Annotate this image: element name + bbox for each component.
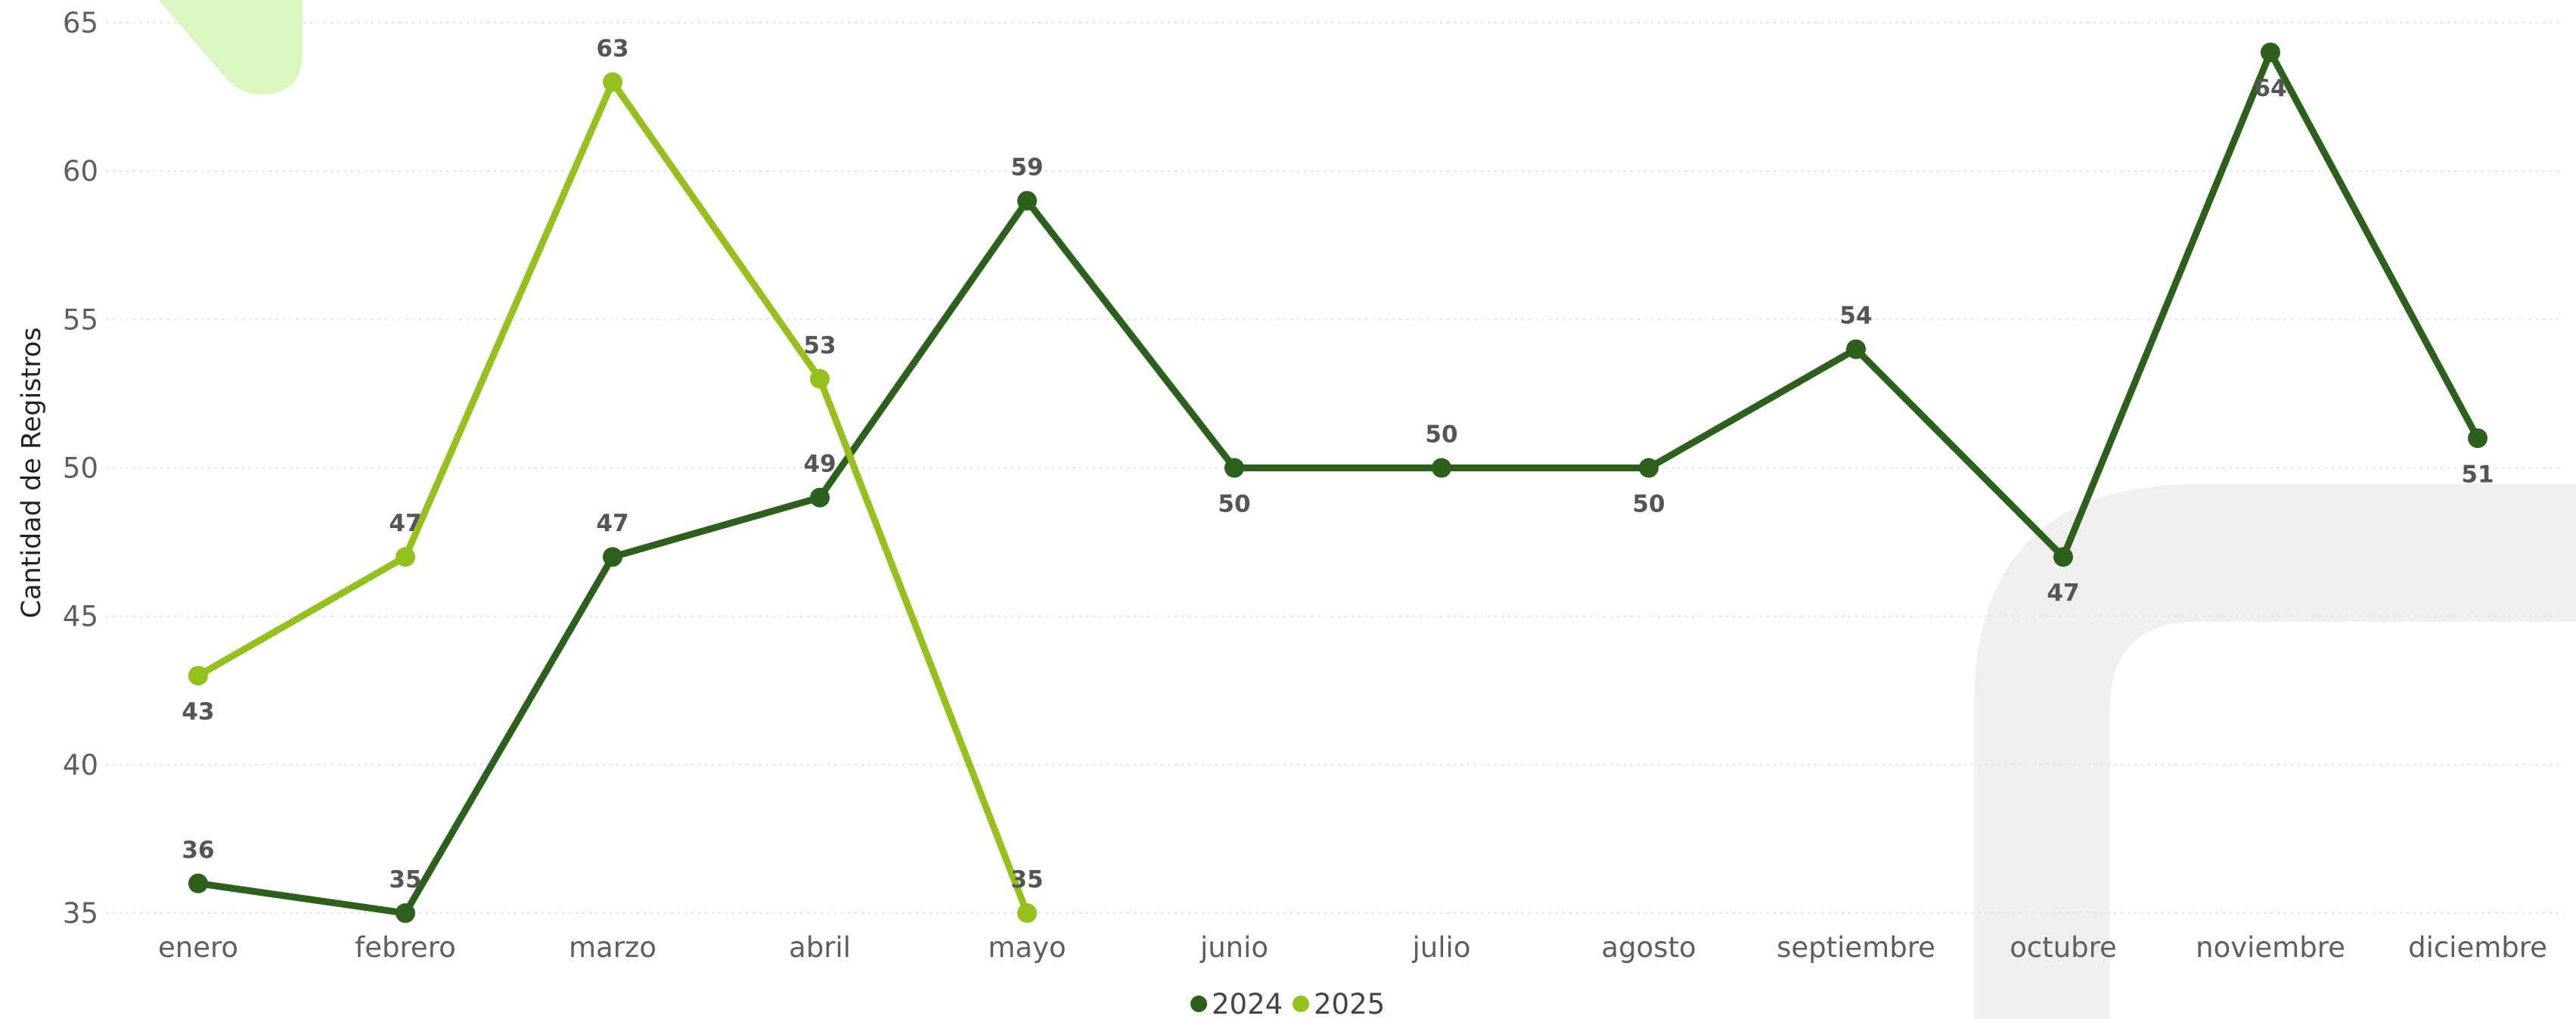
data-point-2025: [603, 72, 622, 92]
x-axis-ticks: enero febrero marzo abril mayo junio julio agos…: [158, 931, 2547, 964]
legend: 2024 2025: [1190, 988, 1385, 1019]
x-tick-label: junio: [1200, 931, 1268, 964]
x-tick-label: agosto: [1601, 931, 1696, 964]
data-label-2024: 50: [1218, 491, 1250, 518]
data-point-2024: [1017, 191, 1037, 211]
data-point-2025: [1017, 903, 1037, 923]
data-point-2025: [188, 666, 208, 686]
series-2025: 43 47 63 53 35: [182, 35, 1044, 923]
legend-label-2024: 2024: [1212, 988, 1283, 1019]
data-point-2025: [396, 547, 415, 567]
series-line-2024: [194, 48, 2481, 917]
grid-lines: [106, 22, 2564, 914]
data-label-2024: 49: [803, 451, 836, 478]
series-2024: 36 35 47 49 59 50 50 50 54 47 64 51: [182, 42, 2494, 923]
data-label-2024: 54: [1839, 303, 1872, 330]
x-tick-label: noviembre: [2196, 931, 2345, 964]
data-point-2024: [810, 487, 830, 508]
data-point-2024: [188, 873, 208, 893]
data-label-2025: 63: [596, 35, 628, 62]
data-label-2024: 50: [1632, 491, 1665, 518]
x-tick-label: marzo: [569, 931, 656, 964]
data-point-2024: [1432, 458, 1451, 478]
y-tick-label: 55: [63, 303, 98, 336]
data-point-2025: [810, 368, 830, 389]
data-point-2024: [2261, 42, 2280, 63]
data-label-2024: 50: [1425, 421, 1457, 449]
y-tick-label: 45: [63, 601, 98, 633]
decor-arch-shape: [1974, 484, 2576, 1019]
x-tick-label: octubre: [2010, 931, 2117, 964]
y-axis-ticks: 35 40 45 50 55 60 65: [63, 7, 98, 930]
data-label-2025: 53: [803, 332, 836, 359]
data-label-2024: 51: [2461, 461, 2494, 488]
y-tick-label: 40: [63, 749, 98, 781]
x-tick-label: enero: [158, 931, 238, 964]
data-label-2025: 43: [182, 698, 214, 725]
data-point-2024: [1224, 458, 1244, 478]
data-label-2024: 35: [389, 866, 421, 893]
y-tick-label: 65: [63, 7, 98, 39]
data-label-2024: 59: [1010, 154, 1043, 181]
series-line-2025: [194, 78, 1031, 917]
data-label-2024: 47: [596, 510, 628, 537]
x-tick-label: septiembre: [1777, 931, 1935, 964]
x-tick-label: julio: [1412, 931, 1471, 964]
data-label-2024: 64: [2254, 75, 2286, 102]
y-tick-label: 50: [63, 452, 98, 485]
background-decoration: [159, 0, 2576, 1019]
legend-marker-2025: [1293, 996, 1309, 1012]
x-tick-label: febrero: [355, 931, 455, 964]
x-tick-label: diciembre: [2408, 931, 2547, 964]
y-tick-label: 35: [63, 897, 98, 930]
y-axis-label: Cantidad de Registros: [17, 328, 47, 619]
series-group: 36 35 47 49 59 50 50 50 54 47 64 51 43 47 63 53 35: [182, 35, 2494, 923]
y-tick-label: 60: [63, 155, 98, 188]
x-tick-label: abril: [789, 931, 851, 964]
legend-marker-2024: [1190, 996, 1207, 1012]
data-point-2024: [2468, 428, 2488, 449]
data-point-2024: [396, 903, 415, 923]
data-point-2024: [1639, 458, 1659, 478]
legend-label-2025: 2025: [1314, 988, 1385, 1019]
data-label-2025: 35: [1010, 866, 1043, 893]
data-label-2024: 47: [2047, 579, 2079, 607]
data-label-2024: 36: [182, 837, 214, 864]
data-point-2024: [603, 547, 622, 567]
x-tick-label: mayo: [988, 931, 1066, 964]
decor-leaf-shape: [159, 0, 303, 95]
data-label-2025: 47: [389, 510, 421, 537]
data-point-2024: [1846, 339, 1866, 359]
data-point-2024: [2053, 547, 2073, 567]
